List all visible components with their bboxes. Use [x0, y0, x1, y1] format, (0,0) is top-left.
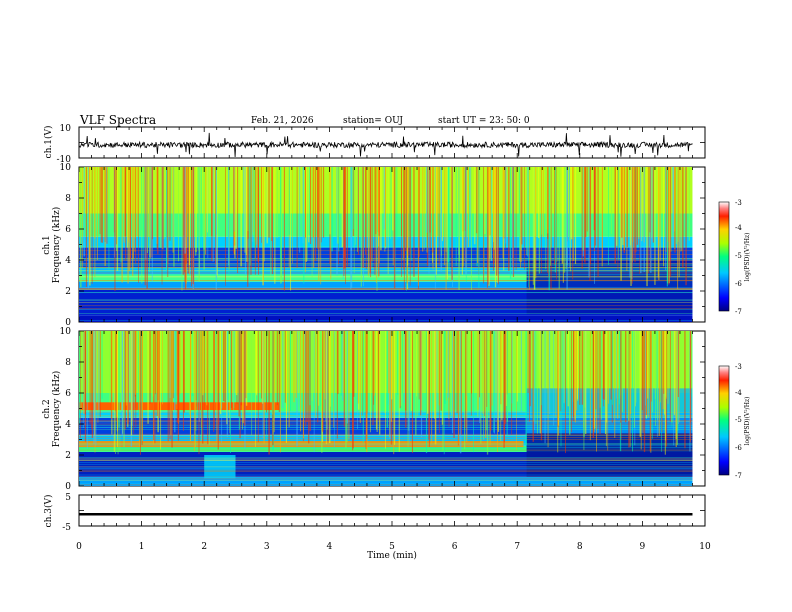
- ch3-wave-ylabel: ch.3(V): [43, 495, 54, 528]
- ch1-spec-ytick-0: 0: [65, 318, 71, 328]
- cb1-tick-m4: -4: [735, 224, 742, 232]
- x-axis-label: Time (min): [367, 550, 417, 561]
- xtick-2: 2: [201, 542, 207, 552]
- station-label: station= OUJ: [343, 116, 404, 126]
- ch1-wave-ytick-bottom: -10: [57, 155, 72, 165]
- cb1-tick-m3: -3: [735, 199, 742, 207]
- ch2-spec-ytick-0: 0: [65, 482, 71, 492]
- cb2-tick-m5: -5: [735, 416, 742, 424]
- ch1-spec-ytick-8: 8: [65, 194, 71, 204]
- plot-title: VLF Spectra: [80, 113, 157, 127]
- ch1-spec-ytick-6: 6: [65, 225, 71, 235]
- xtick-6: 6: [452, 542, 458, 552]
- ch2-spec-ytick-4: 4: [65, 420, 71, 430]
- ch2-spec-ylabel-channel: ch.2: [42, 399, 52, 418]
- cb1-tick-m5: -5: [735, 252, 742, 260]
- ch2-spec-ytick-2: 2: [65, 451, 71, 461]
- cb2-tick-m4: -4: [735, 389, 742, 397]
- ch2-colorbar: -3 -4 -5 -6 -7 log(PSD)(V²/Hz): [718, 363, 751, 480]
- ch1-spec-ylabel-frequency: Frequency (kHz): [51, 207, 62, 284]
- xtick-1: 1: [139, 542, 145, 552]
- ch3-wave-ytick-top: 5: [65, 493, 71, 503]
- cb2-tick-m6: -6: [735, 444, 742, 452]
- ch1-waveform-trace: [78, 132, 693, 158]
- xtick-5: 5: [389, 542, 395, 552]
- ch1-wave-ylabel: ch.1(V): [43, 126, 54, 159]
- xtick-10: 10: [699, 542, 711, 552]
- xtick-8: 8: [577, 542, 583, 552]
- ch1-spec-ytick-10: 10: [60, 163, 72, 173]
- ch1-spec-ytick-2: 2: [65, 287, 71, 297]
- ch1-spec-ylabel-channel: ch.1: [42, 235, 52, 254]
- start-time-label: start UT = 23: 50: 0: [438, 116, 530, 126]
- ch2-spec-ytick-10: 10: [60, 327, 72, 337]
- cb2-tick-m7: -7: [735, 472, 742, 480]
- cb1-label: log(PSD)(V²/Hz): [744, 233, 751, 282]
- ch1-wave-ytick-top: 10: [60, 124, 72, 134]
- xtick-7: 7: [514, 542, 520, 552]
- xtick-9: 9: [640, 542, 646, 552]
- axis-ticks: [78, 126, 706, 527]
- xtick-4: 4: [327, 542, 333, 552]
- date-label: Feb. 21, 2026: [251, 116, 314, 126]
- ch3-wave-ytick-bottom: -5: [62, 523, 71, 533]
- cb1-tick-m7: -7: [735, 308, 742, 316]
- cb2-label: log(PSD)(V²/Hz): [744, 397, 751, 446]
- ch1-spectrogram: [79, 167, 693, 322]
- xtick-3: 3: [264, 542, 270, 552]
- ch1-spec-ytick-4: 4: [65, 256, 71, 266]
- cb2-tick-m3: -3: [735, 363, 742, 371]
- ch2-spectrogram: [79, 331, 693, 486]
- ch2-spec-ytick-8: 8: [65, 358, 71, 368]
- ch1-colorbar: -3 -4 -5 -6 -7 log(PSD)(V²/Hz): [718, 199, 751, 316]
- ch2-spec-ytick-6: 6: [65, 389, 71, 399]
- cb1-tick-m6: -6: [735, 280, 742, 288]
- ch2-spec-ylabel-frequency: Frequency (kHz): [51, 371, 62, 448]
- xtick-0: 0: [76, 542, 82, 552]
